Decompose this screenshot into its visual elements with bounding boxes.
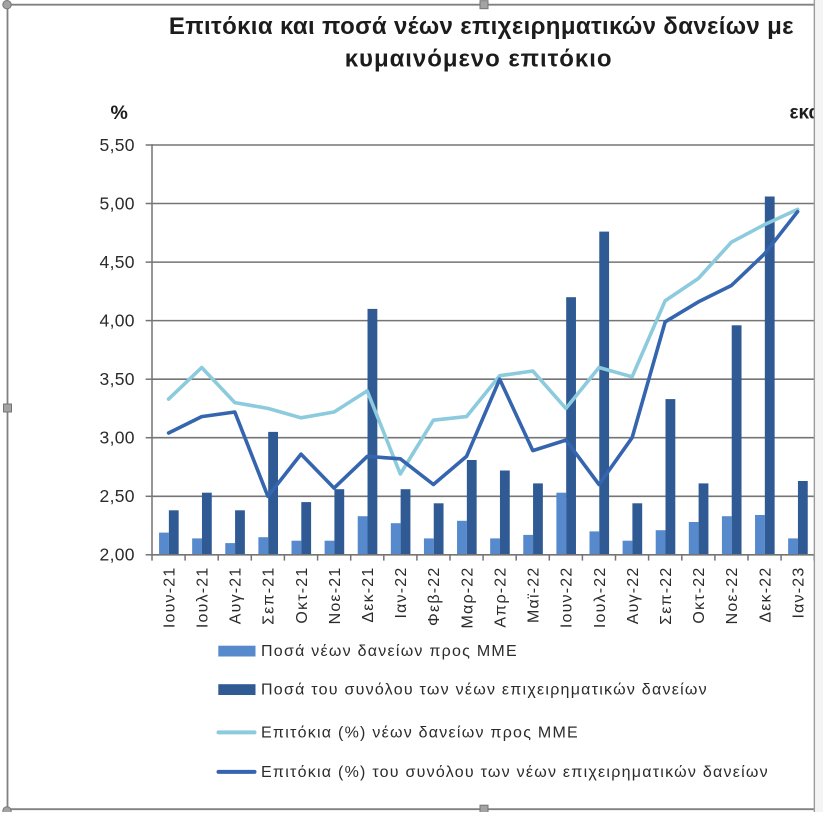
svg-text:Μαρ-22: Μαρ-22 xyxy=(459,567,476,629)
svg-text:Αυγ-21: Αυγ-21 xyxy=(228,567,245,625)
svg-text:Ιαν-22: Ιαν-22 xyxy=(393,567,410,619)
svg-text:Επιτόκια (%) νέων δανείων προς: Επιτόκια (%) νέων δανείων προς ΜΜΕ xyxy=(261,725,579,742)
svg-text:Φεβ-22: Φεβ-22 xyxy=(426,567,443,626)
svg-text:3,00: 3,00 xyxy=(100,428,135,448)
svg-text:Νοε-22: Νοε-22 xyxy=(724,567,741,625)
svg-text:Ιουλ-22: Ιουλ-22 xyxy=(592,567,609,629)
svg-text:2,00: 2,00 xyxy=(100,545,135,565)
svg-text:Απρ-22: Απρ-22 xyxy=(493,567,510,628)
svg-text:Σεπ-21: Σεπ-21 xyxy=(261,567,278,625)
svg-text:2,50: 2,50 xyxy=(100,486,135,506)
svg-text:Σεπ-22: Σεπ-22 xyxy=(658,567,675,625)
svg-text:Οκτ-22: Οκτ-22 xyxy=(691,567,708,624)
svg-text:Ιαν-23: Ιαν-23 xyxy=(790,567,807,619)
svg-text:κυμαινόμενο επιτόκιο: κυμαινόμενο επιτόκιο xyxy=(345,46,613,73)
svg-text:4,00: 4,00 xyxy=(100,311,135,331)
svg-text:Επιτόκια και ποσά νέων επιχειρ: Επιτόκια και ποσά νέων επιχειρηματικών δ… xyxy=(169,13,794,40)
svg-text:Δεκ-21: Δεκ-21 xyxy=(360,567,377,623)
svg-text:Αυγ-22: Αυγ-22 xyxy=(625,567,642,625)
svg-text:Επιτόκια (%) του συνόλου των ν: Επιτόκια (%) του συνόλου των νέων επιχει… xyxy=(261,764,769,781)
svg-text:5,50: 5,50 xyxy=(100,135,135,155)
svg-text:Ποσά του συνόλου των νέων επιχ: Ποσά του συνόλου των νέων επιχειρηματικώ… xyxy=(261,682,708,699)
svg-text:Μαϊ-22: Μαϊ-22 xyxy=(526,567,543,623)
svg-text:Δεκ-22: Δεκ-22 xyxy=(757,567,774,623)
svg-text:Ιουν-22: Ιουν-22 xyxy=(559,567,576,629)
svg-text:Οκτ-21: Οκτ-21 xyxy=(294,567,311,624)
svg-text:Ιουν-21: Ιουν-21 xyxy=(161,567,178,629)
svg-text:3,50: 3,50 xyxy=(100,369,135,389)
svg-text:Νοε-21: Νοε-21 xyxy=(327,567,344,625)
svg-text:Ιουλ-21: Ιουλ-21 xyxy=(195,567,212,629)
svg-text:%: % xyxy=(111,102,128,124)
svg-text:Ποσά νέων δανείων προς ΜΜΕ: Ποσά νέων δανείων προς ΜΜΕ xyxy=(261,643,518,660)
svg-text:5,00: 5,00 xyxy=(100,193,135,213)
svg-text:4,50: 4,50 xyxy=(100,252,135,272)
